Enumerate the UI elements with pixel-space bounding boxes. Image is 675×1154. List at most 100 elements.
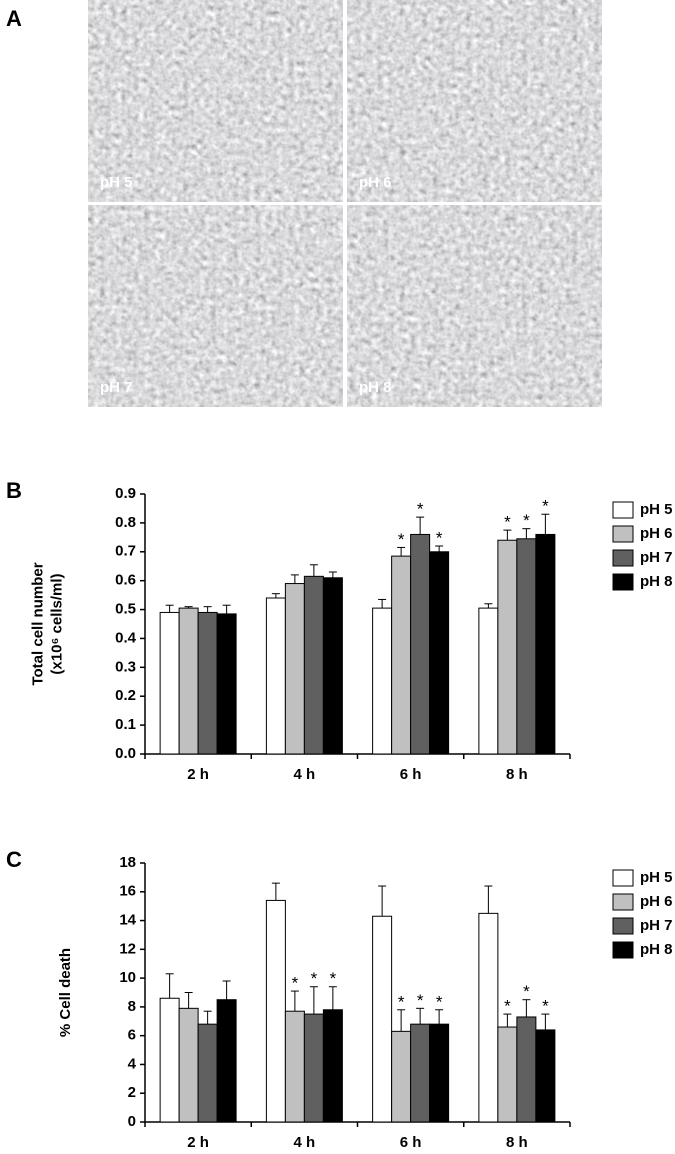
significance-marker: * — [417, 500, 424, 519]
x-tick-label: 2 h — [187, 1134, 209, 1151]
panel-label: A — [6, 6, 22, 31]
bar — [197, 611, 218, 755]
x-tick-label: 8 h — [506, 766, 528, 783]
bar — [535, 1029, 556, 1123]
image-label: pH 6 — [359, 174, 392, 191]
bar — [497, 1026, 518, 1123]
y-tick-label: 0 — [128, 1113, 136, 1130]
y-tick-label: 0.5 — [115, 601, 136, 618]
legend-label: pH 8 — [640, 573, 673, 590]
bar — [303, 575, 324, 755]
bar — [497, 539, 518, 755]
significance-marker: * — [311, 969, 318, 988]
bar — [284, 583, 305, 755]
x-tick-label: 6 h — [400, 1134, 422, 1151]
bar — [216, 613, 237, 755]
bar — [478, 912, 499, 1123]
bar — [159, 611, 180, 755]
y-tick-label: 0.6 — [115, 572, 136, 589]
significance-marker: * — [292, 974, 299, 993]
significance-marker: * — [398, 530, 405, 549]
y-tick-label: 0.0 — [115, 745, 136, 762]
bar — [303, 1013, 324, 1123]
y-tick-label: 0.3 — [115, 658, 136, 675]
significance-marker: * — [436, 528, 443, 547]
y-tick-label: 10 — [119, 969, 136, 986]
bar — [372, 607, 393, 755]
y-tick-label: 0.2 — [115, 687, 136, 704]
bar — [410, 1023, 431, 1123]
legend-label: pH 8 — [640, 941, 673, 958]
significance-marker: * — [542, 997, 549, 1016]
image-label: pH 5 — [100, 174, 133, 191]
bar — [178, 607, 199, 755]
legend-swatch — [612, 941, 634, 959]
y-tick-label: 0.9 — [115, 485, 136, 502]
legend-label: pH 6 — [640, 525, 673, 542]
bar — [429, 551, 450, 755]
y-tick-label: 16 — [119, 883, 136, 900]
micrograph — [88, 205, 343, 407]
bar — [284, 1010, 305, 1123]
y-tick-label: 4 — [128, 1055, 137, 1072]
bar — [516, 538, 537, 755]
bar — [197, 1023, 218, 1123]
bar — [178, 1007, 199, 1123]
panel-label: C — [6, 847, 22, 872]
bar — [265, 597, 286, 755]
significance-marker: * — [398, 992, 405, 1011]
micrograph — [347, 205, 602, 407]
legend-swatch — [612, 525, 634, 543]
bar — [429, 1023, 450, 1123]
image-label: pH 8 — [359, 379, 392, 396]
significance-marker: * — [523, 511, 530, 530]
bar — [322, 577, 343, 755]
micrograph — [347, 0, 602, 202]
bar — [159, 997, 180, 1123]
legend-swatch — [612, 549, 634, 567]
legend-swatch — [612, 917, 634, 935]
y-tick-label: 8 — [128, 998, 136, 1015]
y-tick-label: 6 — [128, 1027, 136, 1044]
bar — [516, 1016, 537, 1123]
significance-marker: * — [504, 513, 511, 532]
significance-marker: * — [330, 969, 337, 988]
x-tick-label: 6 h — [400, 766, 422, 783]
y-axis-label: (x10⁶ cells/ml) — [48, 573, 65, 674]
bar — [391, 1030, 412, 1123]
bar — [410, 533, 431, 755]
y-tick-label: 0.8 — [115, 514, 136, 531]
legend-swatch — [612, 869, 634, 887]
legend-swatch — [612, 893, 634, 911]
panel-label: B — [6, 478, 22, 503]
bar — [265, 899, 286, 1123]
bar — [478, 607, 499, 755]
bar — [322, 1009, 343, 1123]
legend-label: pH 5 — [640, 501, 673, 518]
y-tick-label: 0.1 — [115, 716, 136, 733]
legend-label: pH 6 — [640, 893, 673, 910]
bar — [535, 533, 556, 755]
significance-marker: * — [504, 997, 511, 1016]
x-tick-label: 4 h — [294, 766, 316, 783]
legend-label: pH 5 — [640, 869, 673, 886]
x-tick-label: 2 h — [187, 766, 209, 783]
significance-marker: * — [542, 497, 549, 516]
significance-marker: * — [523, 982, 530, 1001]
bar — [391, 555, 412, 755]
y-tick-label: 0.4 — [115, 629, 137, 646]
bar — [372, 915, 393, 1123]
x-tick-label: 4 h — [294, 1134, 316, 1151]
image-label: pH 7 — [100, 379, 133, 396]
significance-marker: * — [436, 992, 443, 1011]
y-tick-label: 2 — [128, 1084, 136, 1101]
legend-swatch — [612, 573, 634, 591]
y-tick-label: 12 — [119, 940, 136, 957]
y-axis-label: % Cell death — [57, 948, 74, 1037]
y-tick-label: 14 — [119, 912, 136, 929]
micrograph — [88, 0, 343, 202]
y-axis-label: Total cell number — [29, 562, 46, 685]
y-tick-label: 0.7 — [115, 543, 136, 560]
legend-label: pH 7 — [640, 549, 673, 566]
x-tick-label: 8 h — [506, 1134, 528, 1151]
